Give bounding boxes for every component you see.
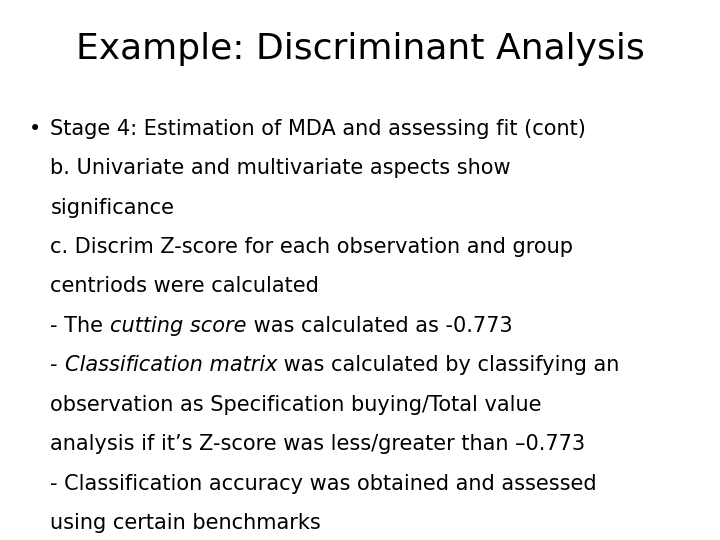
- Text: Stage 4: Estimation of MDA and assessing fit (cont): Stage 4: Estimation of MDA and assessing…: [50, 119, 586, 139]
- Text: was calculated by classifying an: was calculated by classifying an: [277, 355, 619, 375]
- Text: was calculated as -0.773: was calculated as -0.773: [246, 316, 512, 336]
- Text: cutting score: cutting score: [110, 316, 246, 336]
- Text: centriods were calculated: centriods were calculated: [50, 276, 319, 296]
- Text: - The: - The: [50, 316, 110, 336]
- Text: •: •: [29, 119, 41, 139]
- Text: Example: Discriminant Analysis: Example: Discriminant Analysis: [76, 32, 644, 66]
- Text: - Classification accuracy was obtained and assessed: - Classification accuracy was obtained a…: [50, 474, 597, 494]
- Text: significance: significance: [50, 198, 174, 218]
- Text: -: -: [50, 355, 65, 375]
- Text: analysis if it’s Z-score was less/greater than –0.773: analysis if it’s Z-score was less/greate…: [50, 434, 585, 454]
- Text: using certain benchmarks: using certain benchmarks: [50, 513, 321, 533]
- Text: b. Univariate and multivariate aspects show: b. Univariate and multivariate aspects s…: [50, 158, 511, 178]
- Text: Classification matrix: Classification matrix: [65, 355, 277, 375]
- Text: observation as Specification buying/Total value: observation as Specification buying/Tota…: [50, 395, 542, 415]
- Text: c. Discrim Z-score for each observation and group: c. Discrim Z-score for each observation …: [50, 237, 573, 257]
